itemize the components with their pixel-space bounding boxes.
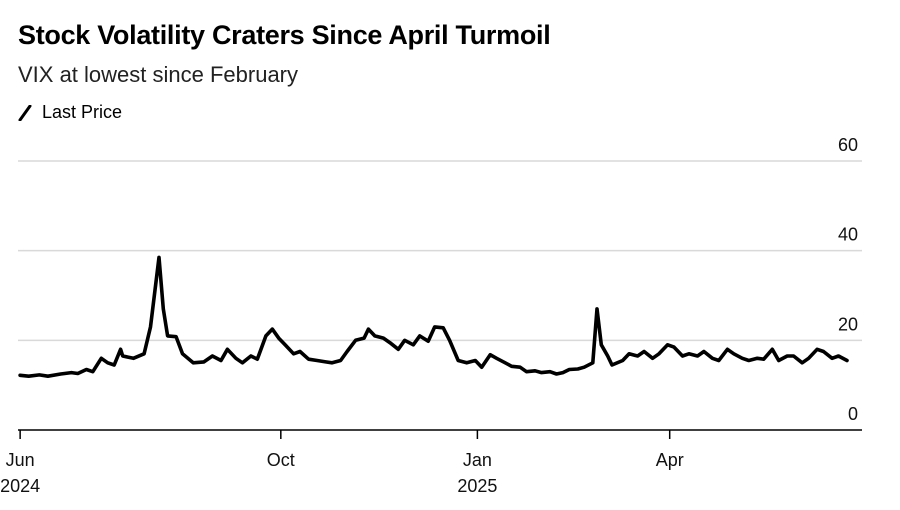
y-axis-ticks: 0 20 40 60 <box>838 135 858 424</box>
x-tick-label: Jan <box>463 450 492 470</box>
x-tick-label: Oct <box>267 450 295 470</box>
x-tick-label: Apr <box>656 450 684 470</box>
line-swatch-icon <box>18 104 32 121</box>
y-tick-label: 40 <box>838 225 858 245</box>
y-tick-label: 20 <box>838 314 858 334</box>
chart-subtitle: VIX at lowest since February <box>18 62 299 87</box>
series-line-last-price <box>18 255 849 378</box>
y-tick-label: 60 <box>838 135 858 155</box>
chart-title: Stock Volatility Craters Since April Tur… <box>18 20 551 50</box>
x-tick-year-label: 2025 <box>457 476 497 496</box>
x-axis-ticks: Jun 2024 Oct Jan 2025 Apr <box>0 430 684 496</box>
legend-label: Last Price <box>42 102 123 122</box>
y-tick-label: 0 <box>848 404 858 424</box>
chart-legend: Last Price <box>18 102 122 123</box>
gridlines <box>18 160 862 342</box>
x-tick-label: Jun <box>6 450 35 470</box>
x-tick-year-label: 2024 <box>0 476 40 496</box>
